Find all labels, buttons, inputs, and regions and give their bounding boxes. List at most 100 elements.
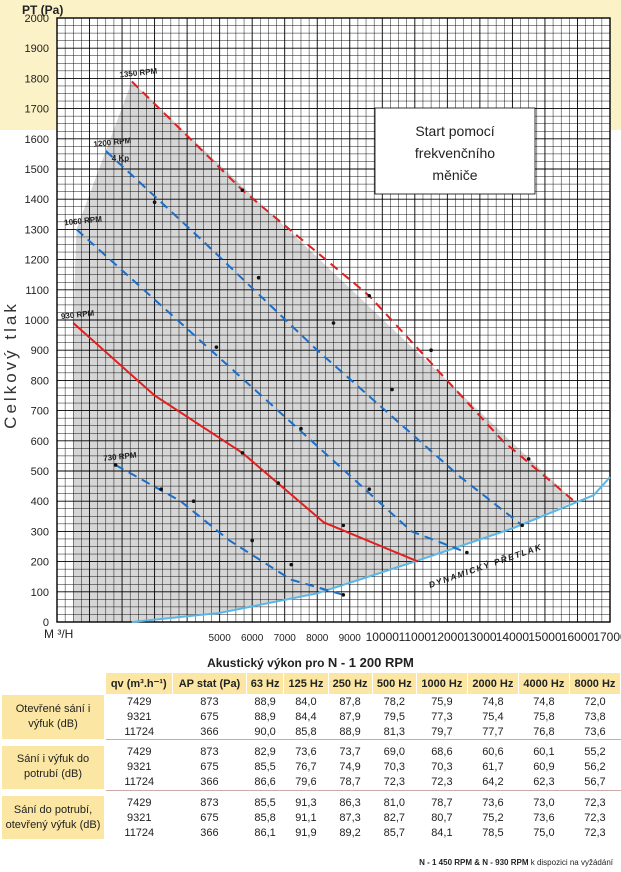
series-marker [240, 188, 245, 192]
series-marker [465, 550, 469, 555]
x-tick-label: 17000 [593, 630, 621, 644]
table-cell: 73,6 [295, 746, 317, 758]
annotation-box [374, 107, 536, 195]
y-tick-label: 1500 [25, 164, 49, 176]
y-tick-label: 400 [31, 496, 49, 508]
table-cell: 76,7 [295, 761, 317, 773]
table-cell: 87,3 [339, 811, 361, 824]
y-tick-label: 1300 [25, 224, 49, 236]
table-cell: 75,0 [533, 826, 555, 839]
table-cell: 873 [200, 746, 219, 758]
table-cell: 56,2 [584, 761, 606, 773]
table-cell: 70,3 [431, 761, 453, 773]
table-cell: 73,6 [482, 796, 504, 809]
series-marker [214, 345, 219, 349]
table-cell: 81,0 [383, 796, 406, 809]
table-cell: 73,6 [584, 725, 606, 738]
table-cell: 61,7 [482, 761, 504, 773]
table-cell: 68,6 [431, 746, 453, 758]
operating-area [73, 81, 575, 623]
series-marker [429, 348, 433, 353]
table-cell: 79,5 [383, 710, 406, 723]
table-cell: 74,9 [339, 761, 361, 773]
table-cell: 11724 [124, 826, 155, 839]
series-marker [113, 463, 118, 467]
table-cell: 69,0 [383, 746, 406, 758]
table-cell: 79,7 [431, 725, 453, 738]
footnote-text: k dispozici na vyžádání [530, 858, 613, 867]
y-tick-label: 1800 [25, 73, 49, 85]
x-tick-label: 9000 [339, 633, 362, 644]
table-cell: 88,9 [254, 710, 276, 723]
table-cell: 873 [200, 695, 219, 708]
series-marker [390, 387, 394, 392]
table-cell: 72,3 [584, 796, 606, 809]
table-row: 11724 366 86,6 79,6 78,7 72,3 72,3 64,2 62,3 56,7 [1, 775, 621, 791]
table-cell: 72,3 [431, 776, 453, 788]
table-cell: 88,9 [339, 725, 361, 738]
table-cell: 82,7 [383, 811, 406, 824]
series-label-secondary: 4 Kp [112, 154, 129, 163]
group-label: Sání i výfuk do potrubí (dB) [0, 743, 106, 791]
table-cell: 675 [200, 811, 219, 824]
series-marker [526, 457, 531, 461]
y-tick-label: 100 [31, 587, 49, 599]
series-marker [159, 487, 163, 491]
x-tick-label: 14000 [496, 630, 530, 644]
col-header: 2000 Hz [467, 673, 519, 694]
series-label: 1350 RPM [119, 66, 158, 79]
series-marker [341, 593, 346, 597]
table-cell: 72,3 [584, 811, 606, 824]
table-cell: 86,6 [254, 776, 276, 788]
group-separator [1, 789, 621, 795]
y-tick-label: 300 [31, 526, 49, 538]
group-label: Otevřené sání i výfuk (dB) [0, 693, 106, 741]
series-marker [240, 451, 245, 455]
table-row: 9321 675 85,8 91,1 87,3 82,7 80,7 75,2 73,6 72,3 [1, 810, 621, 825]
table-header-row: qv (m³.h⁻¹) AP stat (Pa) 63 Hz 125 Hz 25… [1, 673, 621, 694]
x-tick-label: 12000 [431, 630, 465, 644]
col-header: qv (m³.h⁻¹) [105, 673, 174, 694]
table-cell: 73,8 [584, 710, 606, 723]
separator-cell [1, 739, 621, 745]
series-label: 730 RPM [103, 450, 137, 462]
x-tick-label: 15000 [528, 630, 562, 644]
table-cell: 873 [200, 796, 219, 809]
table-cell: 55,2 [584, 746, 606, 758]
table-cell: 11724 [124, 725, 155, 738]
footnote-models: N - 1 450 RPM & N - 930 RPM [419, 858, 529, 867]
table-cell: 84,1 [431, 826, 453, 839]
y-tick-label: 700 [31, 406, 49, 418]
series-marker [367, 294, 372, 298]
series-marker [256, 275, 261, 280]
table-cell: 70,3 [383, 761, 406, 773]
table-title: Akustický výkon pro N - 1 200 RPM [0, 655, 621, 670]
x-tick-label: 7000 [274, 633, 297, 644]
annotation-text-line: frekvenčního [415, 145, 495, 161]
series-marker [289, 562, 294, 567]
series-line [75, 228, 468, 554]
series-marker [367, 487, 372, 491]
table-cell: 73,7 [339, 746, 361, 758]
table-cell: 84,0 [295, 695, 317, 708]
table-cell: 77,7 [482, 725, 504, 738]
separator-cell [1, 789, 621, 795]
table-cell: 64,2 [482, 776, 504, 788]
table-cell: 675 [200, 761, 219, 773]
col-header: 125 Hz [283, 673, 329, 694]
table-cell: 366 [200, 725, 219, 738]
annotation-text-line: měniče [432, 167, 477, 183]
x-tick-label: 16000 [561, 630, 595, 644]
y-tick-label: 1100 [25, 285, 49, 297]
x-tick-label: 10000 [366, 630, 400, 644]
table-header-blank [1, 673, 106, 694]
table-title-prefix: Akustický výkon pro [207, 656, 325, 670]
annotation-text-line: Start pomocí [415, 123, 494, 139]
plot-border [56, 17, 611, 623]
table-cell: 81,3 [383, 725, 406, 738]
table-cell: 7429 [127, 695, 152, 708]
table-cell: 7429 [127, 746, 152, 758]
table-cell: 90,0 [254, 725, 276, 738]
table-cell: 82,9 [254, 746, 276, 758]
col-header: 1000 Hz [416, 673, 468, 694]
